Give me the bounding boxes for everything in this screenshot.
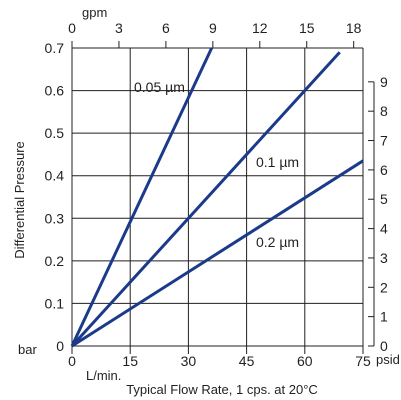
y-tick-label-7: 0.7 (45, 40, 65, 56)
x-tick-label-3: 45 (239, 353, 255, 369)
y-right-tick-label-0: 0 (380, 338, 388, 354)
x-top-tick-label-1: 3 (115, 20, 123, 36)
y-right-tick-label-3: 3 (380, 250, 388, 266)
x-axis-title: Typical Flow Rate, 1 cps. at 20°C (126, 382, 318, 397)
x-tick-label-4: 60 (297, 353, 313, 369)
x-top-tick-label-2: 6 (162, 20, 170, 36)
x-top-tick-label-0: 0 (68, 20, 76, 36)
y-right-tick-label-2: 2 (380, 279, 388, 295)
x-unit-label: L/min. (86, 368, 121, 383)
y-tick-label-1: 0.1 (45, 295, 65, 311)
y-right-tick-label-9: 9 (380, 74, 388, 90)
x-top-tick-label-4: 12 (252, 20, 268, 36)
x-top-tick-label-3: 9 (209, 20, 217, 36)
x-tick-label-0: 0 (68, 353, 76, 369)
y-right-tick-label-1: 1 (380, 309, 388, 325)
y-right-tick-label-5: 5 (380, 191, 388, 207)
x-tick-label-2: 30 (181, 353, 197, 369)
y-right-tick-label-4: 4 (380, 221, 388, 237)
x-top-tick-label-5: 15 (299, 20, 315, 36)
x-top-unit-label: gpm (82, 5, 107, 20)
series-lines (70, 47, 364, 348)
tick-marks (71, 41, 375, 354)
y-tick-label-2: 0.2 (45, 253, 65, 269)
y-axis-title: Differential Pressure (12, 141, 27, 259)
series-label-0-1um: 0.1 µm (256, 154, 299, 170)
y-right-unit-label: psid (376, 352, 400, 367)
y-tick-label-0: 0 (56, 338, 64, 354)
y-unit-label: bar (18, 342, 37, 357)
y-right-tick-label-7: 7 (380, 133, 388, 149)
y-right-tick-label-8: 8 (380, 103, 388, 119)
series-line-0 (70, 47, 214, 347)
y-tick-label-6: 0.6 (45, 83, 65, 99)
tick-labels: 00.10.20.30.40.50.60.70 15 30 45 60 750 3 6 9 12 1… (45, 20, 388, 369)
x-top-tick-label-6: 18 (346, 20, 362, 36)
series-line-2 (71, 159, 364, 348)
y-tick-label-5: 0.5 (45, 125, 65, 141)
x-tick-label-5: 75 (355, 353, 371, 369)
series-label-0-2um: 0.2 µm (256, 234, 299, 250)
x-tick-label-1: 15 (122, 353, 138, 369)
series-line-1 (70, 51, 341, 348)
y-right-tick-label-6: 6 (380, 162, 388, 178)
series-label-0-05um: 0.05 µm (134, 79, 185, 95)
y-tick-label-3: 0.3 (45, 210, 65, 226)
y-tick-label-4: 0.4 (45, 168, 65, 184)
grid (71, 47, 364, 347)
